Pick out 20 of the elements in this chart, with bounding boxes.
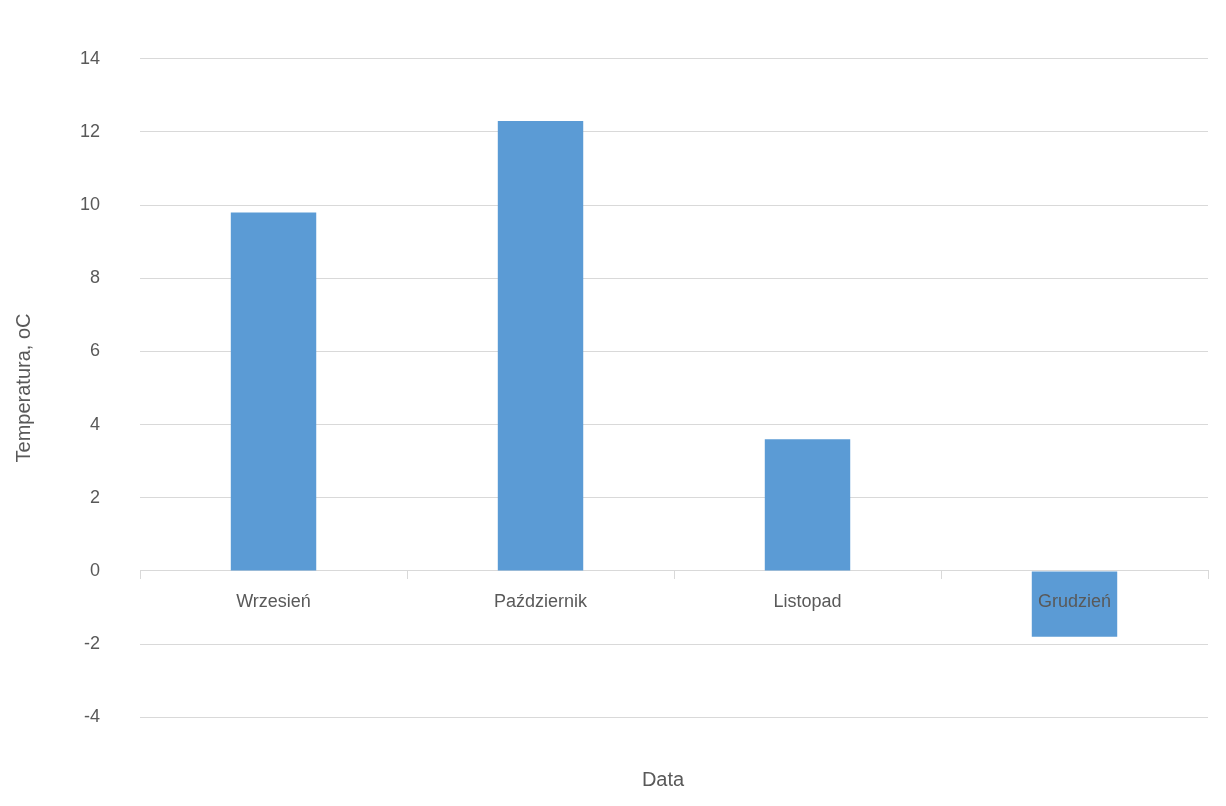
y-tick-label: 4 (90, 413, 101, 434)
y-tick-label: 2 (90, 486, 101, 507)
x-tick-label: Grudzień (1037, 590, 1112, 611)
x-axis-title: Data (640, 768, 686, 791)
bar (764, 439, 851, 571)
y-tick-label: 10 (79, 194, 101, 215)
x-tick-label: Wrzesień (236, 590, 311, 611)
bar (1031, 571, 1118, 637)
x-tick-label: Październik (493, 590, 589, 611)
bar (497, 120, 584, 571)
y-tick-label: 6 (90, 340, 101, 361)
y-tick-label: 14 (79, 47, 101, 68)
x-tick-label: Listopad (773, 590, 842, 611)
y-tick-label: -4 (84, 706, 101, 727)
y-tick-label: 8 (90, 267, 101, 288)
y-tick-label: 12 (79, 120, 101, 141)
bar (230, 212, 317, 571)
y-tick-label: 0 (90, 559, 101, 580)
y-axis-title: Temperatura, oC (11, 313, 34, 463)
y-tick-label: -2 (84, 633, 101, 654)
